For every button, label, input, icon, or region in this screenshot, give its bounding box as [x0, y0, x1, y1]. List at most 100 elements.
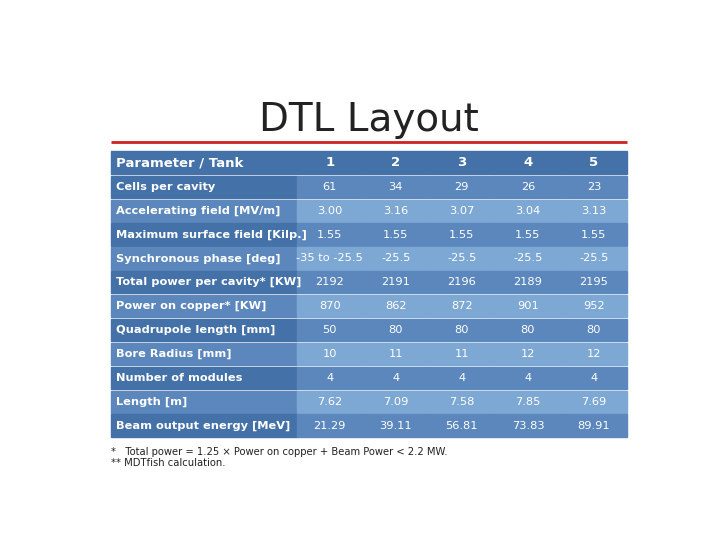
Bar — [297, 343, 363, 365]
Text: 4: 4 — [523, 156, 533, 169]
Bar — [495, 151, 561, 174]
Text: 2189: 2189 — [513, 278, 542, 287]
Bar — [363, 367, 429, 389]
Bar — [495, 247, 561, 269]
Text: 3: 3 — [457, 156, 467, 169]
Text: 1.55: 1.55 — [317, 230, 343, 240]
Text: 7.09: 7.09 — [383, 397, 408, 407]
Text: 4: 4 — [524, 373, 531, 383]
Bar — [429, 247, 495, 269]
Text: Beam output energy [MeV]: Beam output energy [MeV] — [117, 421, 291, 431]
Bar — [111, 319, 297, 341]
Bar — [429, 367, 495, 389]
Bar — [561, 319, 627, 341]
Bar — [363, 295, 429, 318]
Bar — [363, 390, 429, 413]
Bar — [495, 271, 561, 294]
Text: 4: 4 — [459, 373, 465, 383]
Text: 872: 872 — [451, 301, 472, 311]
Bar — [561, 414, 627, 437]
Bar — [561, 247, 627, 269]
Text: Quadrupole length [mm]: Quadrupole length [mm] — [117, 325, 276, 335]
Bar — [111, 390, 297, 413]
Bar — [561, 176, 627, 198]
Bar — [495, 224, 561, 246]
Text: 3.00: 3.00 — [317, 206, 343, 215]
Text: 7.58: 7.58 — [449, 397, 474, 407]
Bar — [363, 343, 429, 365]
Bar — [429, 343, 495, 365]
Text: Parameter / Tank: Parameter / Tank — [117, 156, 244, 169]
Bar — [561, 151, 627, 174]
Text: 2196: 2196 — [448, 278, 476, 287]
Text: Length [m]: Length [m] — [117, 396, 188, 407]
Text: 89.91: 89.91 — [577, 421, 611, 430]
Bar — [363, 319, 429, 341]
Bar — [111, 271, 297, 294]
Text: Synchronous phase [deg]: Synchronous phase [deg] — [117, 253, 281, 264]
Text: 1.55: 1.55 — [581, 230, 607, 240]
Text: 26: 26 — [521, 182, 535, 192]
Text: 3.16: 3.16 — [383, 206, 408, 215]
Text: 4: 4 — [590, 373, 598, 383]
Text: 12: 12 — [521, 349, 535, 359]
Text: DTL Layout: DTL Layout — [259, 101, 479, 139]
Bar — [111, 200, 297, 222]
Bar — [363, 414, 429, 437]
Text: Accelerating field [MV/m]: Accelerating field [MV/m] — [117, 206, 281, 216]
Bar — [495, 343, 561, 365]
Bar — [297, 151, 363, 174]
Text: 80: 80 — [587, 325, 601, 335]
Bar — [297, 271, 363, 294]
Text: 3.04: 3.04 — [516, 206, 541, 215]
Text: 2192: 2192 — [315, 278, 344, 287]
Bar — [297, 247, 363, 269]
Bar — [297, 176, 363, 198]
Bar — [111, 295, 297, 318]
Bar — [495, 367, 561, 389]
Text: -25.5: -25.5 — [513, 253, 543, 264]
Bar — [561, 224, 627, 246]
Bar — [429, 414, 495, 437]
Bar — [429, 271, 495, 294]
Text: 50: 50 — [323, 325, 337, 335]
Text: 901: 901 — [517, 301, 539, 311]
Text: 7.62: 7.62 — [318, 397, 342, 407]
Bar — [429, 319, 495, 341]
Bar — [429, 151, 495, 174]
Text: 2: 2 — [391, 156, 400, 169]
Text: Maximum surface field [Kilp.]: Maximum surface field [Kilp.] — [117, 230, 307, 240]
Text: 862: 862 — [385, 301, 407, 311]
Bar — [297, 295, 363, 318]
Text: 56.81: 56.81 — [446, 421, 478, 430]
Text: 3.07: 3.07 — [449, 206, 474, 215]
Text: 34: 34 — [389, 182, 403, 192]
Bar — [297, 200, 363, 222]
Text: 23: 23 — [587, 182, 601, 192]
Text: 80: 80 — [454, 325, 469, 335]
Text: Bore Radius [mm]: Bore Radius [mm] — [117, 349, 232, 359]
Bar — [363, 151, 429, 174]
Text: 1.55: 1.55 — [383, 230, 408, 240]
Text: 952: 952 — [583, 301, 605, 311]
Text: 5: 5 — [590, 156, 598, 169]
Bar — [363, 200, 429, 222]
Text: 12: 12 — [587, 349, 601, 359]
Text: 11: 11 — [389, 349, 403, 359]
Text: 1: 1 — [325, 156, 334, 169]
Bar — [111, 151, 297, 174]
Bar — [561, 295, 627, 318]
Bar — [363, 271, 429, 294]
Text: 2195: 2195 — [580, 278, 608, 287]
Text: 2191: 2191 — [382, 278, 410, 287]
Bar — [111, 414, 297, 437]
Bar — [495, 319, 561, 341]
Bar — [561, 271, 627, 294]
Bar — [297, 390, 363, 413]
Text: 61: 61 — [323, 182, 337, 192]
Bar — [363, 224, 429, 246]
Bar — [495, 295, 561, 318]
Text: Total power per cavity* [KW]: Total power per cavity* [KW] — [117, 277, 302, 287]
Text: 1.55: 1.55 — [516, 230, 541, 240]
Bar — [111, 176, 297, 198]
